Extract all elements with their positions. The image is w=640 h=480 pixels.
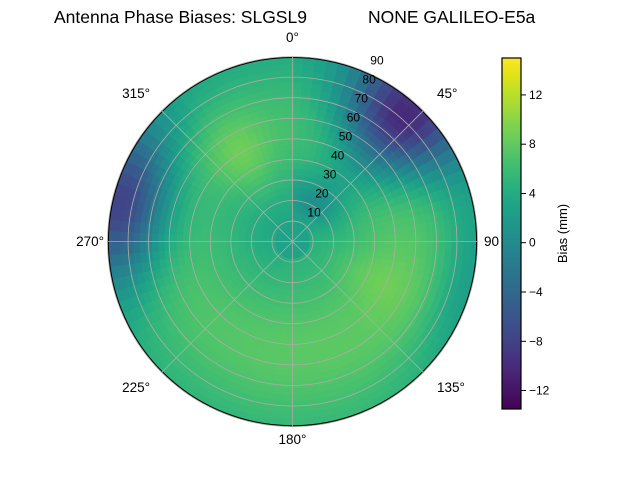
svg-text:50: 50	[339, 130, 353, 144]
svg-text:70: 70	[355, 92, 369, 106]
svg-text:90: 90	[484, 234, 499, 249]
svg-text:−4: −4	[529, 285, 543, 299]
svg-text:20: 20	[315, 187, 329, 201]
svg-text:225°: 225°	[122, 380, 150, 395]
svg-text:−12: −12	[529, 384, 550, 398]
svg-text:30: 30	[323, 168, 337, 182]
svg-text:80: 80	[362, 73, 376, 87]
svg-text:270°: 270°	[76, 234, 104, 249]
svg-text:90: 90	[370, 54, 384, 68]
svg-text:0°: 0°	[286, 30, 299, 45]
svg-text:315°: 315°	[122, 86, 150, 101]
svg-text:135°: 135°	[437, 380, 465, 395]
svg-text:4: 4	[529, 187, 536, 201]
svg-text:180°: 180°	[279, 432, 307, 447]
svg-text:45°: 45°	[437, 86, 457, 101]
svg-text:60: 60	[347, 111, 361, 125]
svg-text:12: 12	[529, 88, 543, 102]
svg-text:Bias (mm): Bias (mm)	[555, 204, 570, 263]
svg-text:8: 8	[529, 137, 536, 151]
svg-text:0: 0	[529, 236, 536, 250]
svg-text:40: 40	[331, 149, 345, 163]
svg-text:−8: −8	[529, 334, 543, 348]
svg-text:10: 10	[307, 206, 321, 220]
